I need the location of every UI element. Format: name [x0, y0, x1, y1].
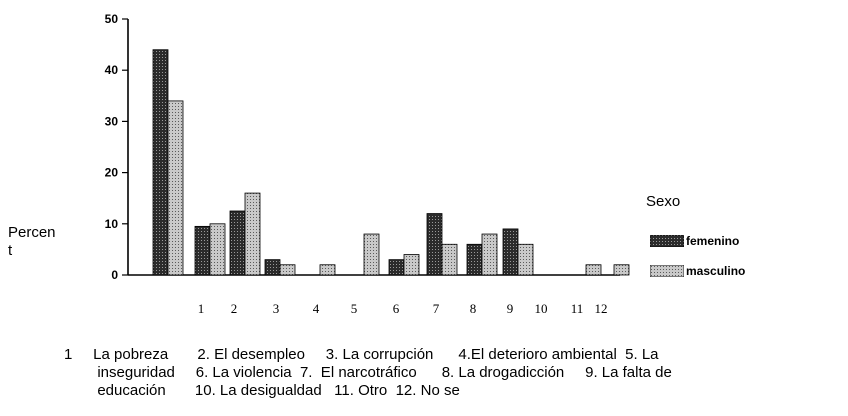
y-tick-label: 30 — [105, 114, 119, 128]
legend-label-femenino: femenino — [686, 234, 740, 248]
bar-femenino-6 — [388, 259, 405, 276]
y-axis-label-line-2: t — [8, 242, 13, 259]
y-tick-label: 10 — [105, 217, 119, 231]
bar-masculino-1 — [209, 223, 226, 276]
x-tick-label-8: 8 — [470, 301, 477, 316]
legend-swatch-masculino — [650, 265, 684, 277]
x-tick-label-2: 2 — [231, 301, 238, 316]
bar-masculino-9 — [517, 243, 534, 276]
bar-femenino-0 — [152, 49, 169, 276]
x-tick-label-9: 9 — [507, 301, 514, 316]
x-tick-label-11: 11 — [571, 301, 584, 316]
bar-femenino-3 — [264, 259, 281, 276]
x-tick-label-4: 4 — [313, 301, 320, 316]
footnote-line-3: educación 10. La desigualdad 11. Otro 12… — [64, 382, 460, 399]
bar-femenino-7 — [426, 213, 443, 276]
y-tick-label: 20 — [105, 166, 119, 180]
x-tick-label-7: 7 — [433, 301, 440, 316]
bar-masculino-4 — [319, 264, 336, 276]
legend-item-masculino: masculino — [650, 264, 745, 278]
y-axis-label-line-1: Percen — [8, 224, 56, 241]
x-tick-label-3: 3 — [273, 301, 280, 316]
bar-masculino-11 — [585, 264, 602, 276]
bar-masculino-5 — [363, 233, 380, 276]
y-tick-label: 0 — [111, 268, 118, 282]
x-tick-label-1: 1 — [198, 301, 205, 316]
legend-swatch-femenino — [650, 235, 684, 247]
bar-masculino-8 — [481, 233, 498, 276]
bar-masculino-6 — [403, 254, 420, 276]
bar-femenino-9 — [502, 228, 519, 276]
bar-femenino-8 — [466, 243, 483, 276]
bar-masculino-12 — [613, 264, 630, 276]
bar-femenino-2 — [229, 210, 246, 276]
legend-label-masculino: masculino — [686, 264, 746, 278]
legend-item-femenino: femenino — [650, 234, 739, 248]
category-footnote: 1 La pobreza 2. El desempleo 3. La corru… — [64, 346, 672, 400]
y-tick-label: 40 — [105, 63, 119, 77]
x-tick-label-10: 10 — [535, 301, 548, 316]
bar-masculino-7 — [441, 243, 458, 276]
x-tick-label-5: 5 — [351, 301, 358, 316]
bar-masculino-2 — [244, 192, 261, 276]
y-tick-label: 50 — [105, 12, 119, 26]
y-axis-label: Percen t — [8, 224, 68, 260]
x-tick-label-12: 12 — [595, 301, 608, 316]
footnote-line-2: inseguridad 6. La violencia 7. El narcot… — [64, 364, 672, 381]
bar-masculino-3 — [279, 264, 296, 276]
bar-masculino-0 — [167, 100, 184, 276]
bars — [152, 49, 630, 276]
legend-title: Sexo — [646, 193, 681, 210]
footnote-line-1: 1 La pobreza 2. El desempleo 3. La corru… — [64, 346, 659, 363]
bar-femenino-1 — [194, 225, 211, 276]
x-tick-label-6: 6 — [393, 301, 400, 316]
